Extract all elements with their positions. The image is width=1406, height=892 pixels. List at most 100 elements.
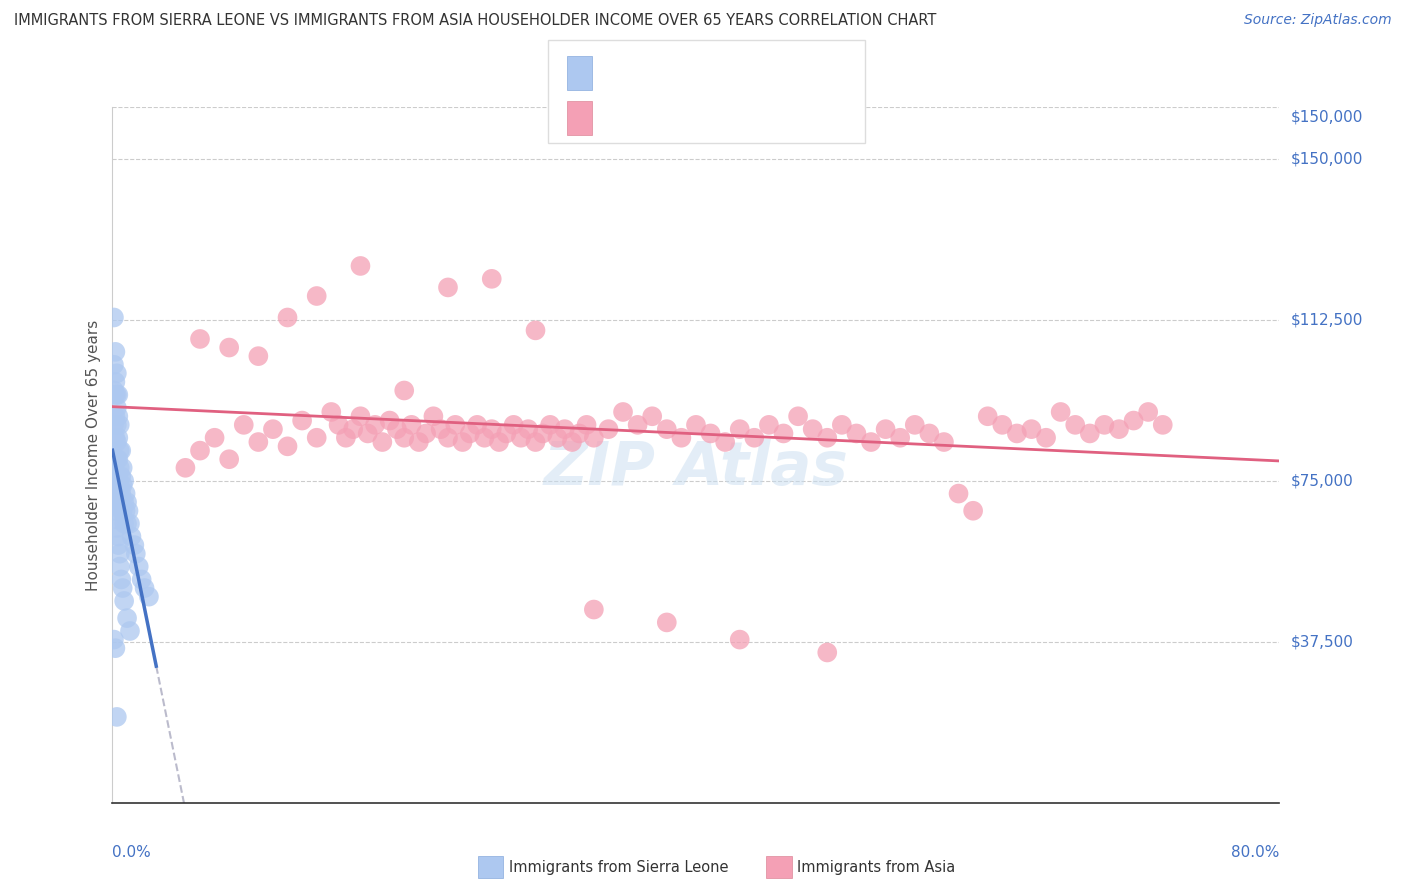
Text: 80.0%: 80.0% — [1232, 845, 1279, 860]
Point — [481, 272, 503, 286]
Point — [110, 486, 132, 500]
Point — [772, 426, 794, 441]
Point — [342, 422, 364, 436]
Point — [714, 435, 737, 450]
Point — [114, 486, 136, 500]
Text: $37,500: $37,500 — [1291, 634, 1354, 649]
Point — [262, 422, 284, 436]
Point — [104, 495, 127, 509]
Point — [107, 529, 129, 543]
Point — [110, 573, 132, 587]
Point — [1152, 417, 1174, 432]
Point — [531, 426, 554, 441]
Point — [107, 469, 129, 483]
Point — [138, 590, 160, 604]
Point — [105, 512, 128, 526]
Point — [105, 417, 128, 432]
Point — [465, 417, 488, 432]
Text: IMMIGRANTS FROM SIERRA LEONE VS IMMIGRANTS FROM ASIA HOUSEHOLDER INCOME OVER 65 : IMMIGRANTS FROM SIERRA LEONE VS IMMIGRAN… — [14, 13, 936, 29]
Text: $150,000: $150,000 — [1291, 151, 1362, 166]
Point — [517, 422, 540, 436]
Point — [385, 422, 408, 436]
Point — [105, 435, 128, 450]
Point — [1005, 426, 1028, 441]
Point — [111, 581, 134, 595]
Point — [612, 405, 634, 419]
Point — [444, 417, 467, 432]
Text: Immigrants from Sierra Leone: Immigrants from Sierra Leone — [509, 860, 728, 874]
Point — [875, 422, 897, 436]
Text: -0.181: -0.181 — [643, 63, 707, 82]
Text: 100: 100 — [763, 109, 801, 127]
Point — [831, 417, 853, 432]
Point — [174, 460, 197, 475]
Point — [1078, 426, 1101, 441]
Point — [1108, 422, 1130, 436]
Point — [103, 310, 125, 325]
Point — [112, 516, 135, 531]
Point — [728, 422, 751, 436]
Point — [115, 516, 138, 531]
Point — [546, 431, 568, 445]
Text: R =: R = — [602, 63, 638, 82]
Point — [321, 405, 343, 419]
Point — [108, 443, 131, 458]
Point — [107, 538, 129, 552]
Point — [378, 413, 401, 427]
Point — [598, 422, 620, 436]
Point — [114, 504, 136, 518]
Point — [474, 431, 496, 445]
Point — [104, 388, 127, 402]
Point — [124, 538, 146, 552]
Point — [349, 259, 371, 273]
Point — [218, 341, 240, 355]
Point — [105, 367, 128, 381]
Point — [104, 344, 127, 359]
Point — [104, 409, 127, 424]
Point — [105, 521, 128, 535]
Point — [118, 516, 141, 531]
Point — [488, 435, 510, 450]
Point — [801, 422, 824, 436]
Point — [699, 426, 721, 441]
Point — [112, 474, 135, 488]
Point — [104, 504, 127, 518]
Point — [104, 641, 127, 656]
Text: 0.0%: 0.0% — [112, 845, 152, 860]
Point — [357, 426, 380, 441]
Point — [108, 460, 131, 475]
Text: $150,000: $150,000 — [1291, 110, 1362, 125]
Point — [671, 431, 693, 445]
Point — [685, 417, 707, 432]
Point — [118, 624, 141, 638]
Point — [451, 435, 474, 450]
Point — [371, 435, 394, 450]
Point — [107, 486, 129, 500]
Point — [305, 289, 328, 303]
Point — [108, 559, 131, 574]
Point — [538, 417, 561, 432]
Point — [815, 431, 838, 445]
Text: 67: 67 — [763, 63, 789, 82]
Point — [641, 409, 664, 424]
Point — [117, 504, 139, 518]
Point — [103, 417, 125, 432]
Point — [758, 417, 780, 432]
Text: N =: N = — [721, 63, 758, 82]
Point — [335, 431, 357, 445]
Point — [110, 469, 132, 483]
Point — [524, 435, 547, 450]
Point — [305, 431, 328, 445]
Point — [437, 280, 460, 294]
Point — [787, 409, 810, 424]
Point — [188, 443, 211, 458]
Point — [105, 401, 128, 415]
Point — [188, 332, 211, 346]
Point — [115, 495, 138, 509]
Point — [437, 431, 460, 445]
Point — [561, 435, 583, 450]
Point — [112, 495, 135, 509]
Point — [582, 431, 605, 445]
Point — [128, 559, 150, 574]
Point — [655, 615, 678, 630]
